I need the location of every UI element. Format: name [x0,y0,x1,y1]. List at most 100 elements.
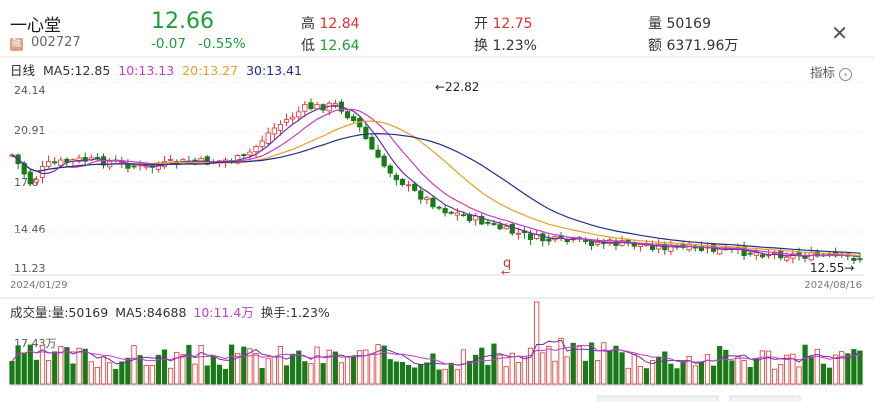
volume-bar [839,351,845,385]
volume-bar [546,345,552,385]
volume-bar [704,354,711,385]
volume-bar [369,353,375,385]
candle-body [649,245,656,250]
candle-body [491,223,497,225]
volume-bar [540,352,546,385]
price-axis-4: 14.46 [14,223,46,236]
candle-body [412,183,418,191]
volume-bar [479,347,485,385]
volume-bar [826,367,833,385]
kline-legend: 日线 MA5:12.85 10:13.13 20:13.27 30:13.41 [10,60,302,79]
volume-bar [107,362,113,385]
candle-body [332,103,338,106]
volume-bar [558,337,564,385]
high-quote: 高 12.84 [301,13,360,33]
volume-bar [503,366,509,385]
volume-bar [851,349,857,385]
stock-code: 002727 [31,35,81,50]
volume-bar [39,344,46,385]
candles-group [9,98,863,264]
event-marker[interactable]: q [503,256,512,271]
volume-bar [387,359,393,385]
candle-body [637,243,643,247]
candle-body [509,223,515,234]
turnover-quote: 换 1.23% [474,35,537,55]
amount-quote: 额 6371.96万 [648,35,738,55]
volume-bar [802,344,808,385]
candle-body [351,116,357,122]
volume-bar [765,350,772,385]
volume-bar [723,349,729,385]
volume-current: 量:50169 [51,305,109,320]
end-date: 2024/08/16 [804,280,862,291]
volume-bar [9,360,15,385]
volume-bar [412,367,418,385]
candle-body [39,166,46,178]
close-icon[interactable]: ✕ [831,21,848,45]
candle-body [369,136,375,150]
candle-body [747,252,753,255]
price-change-pct: -0.55% [198,36,246,52]
volume-bar [149,365,155,385]
volume-bar [649,360,656,385]
volume-bar [491,343,497,385]
indicator-button[interactable]: 指标 ‹ [810,62,852,81]
candle-body [784,256,790,261]
volume-bar [515,362,521,385]
volume-bar [344,356,351,385]
low-value: 12.64 [319,38,360,54]
volume-bar [253,353,259,385]
candle-body [302,103,308,112]
volume-bar [155,354,162,385]
volume-bar [174,351,180,385]
candle-body [497,224,503,230]
volume-bar [290,353,296,385]
candle-body [283,119,290,123]
volume-bar [588,342,595,385]
candle-body [540,233,546,242]
candle-body [308,102,314,110]
volume-bar [296,350,302,385]
volume-bar [509,352,515,385]
volume-bar [595,360,601,385]
candle-body [131,165,137,168]
volume-bar [613,345,619,385]
candle-body [46,161,52,167]
volume-ma10-line [11,344,861,366]
volume-bar [576,346,582,385]
volume-bar [534,301,540,385]
volume-bar [247,348,253,385]
candle-body [381,155,387,167]
candle-body [460,214,467,217]
ma10-legend: 10:13.13 [118,63,175,78]
volume-bar [460,349,467,385]
candle-body [52,161,58,164]
volume-turnover: 换手:1.23% [260,305,330,320]
volume-bar [277,346,284,385]
volume-bar [168,367,174,385]
scroll-handle[interactable] [597,395,719,402]
volume-title: 成交量: [10,305,52,320]
ma10-line [11,108,861,257]
volume-bar [52,351,58,385]
volume-bar [430,353,436,385]
amount-value: 6371.96万 [666,38,739,54]
volume-ma5: MA5:84688 [115,305,187,320]
period-label[interactable]: 日线 [10,63,36,78]
candle-body [741,246,747,257]
volume-bar [582,360,589,385]
candle-body [753,252,759,256]
volume-bar [692,365,698,385]
volume-bar [119,361,125,385]
volume-bar [94,366,101,385]
volume-bar [210,355,216,385]
volume-bar [137,355,143,385]
candle-body [436,206,442,209]
turnover-label: 换 [474,38,488,54]
volume-bar [845,353,851,385]
scroll-handle-2[interactable] [729,395,801,402]
open-label: 开 [474,16,488,32]
volume-bar [326,349,332,385]
volume-bar [241,346,247,385]
